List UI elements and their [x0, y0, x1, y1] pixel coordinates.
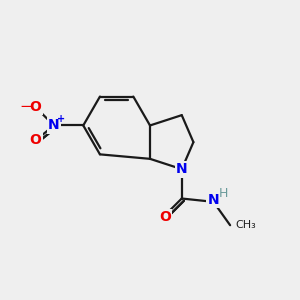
Text: O: O	[30, 134, 41, 148]
Text: −: −	[19, 99, 32, 114]
Text: N: N	[208, 193, 219, 207]
Text: O: O	[30, 100, 41, 114]
Text: N: N	[48, 118, 60, 133]
Text: H: H	[219, 188, 228, 200]
Text: CH₃: CH₃	[235, 220, 256, 230]
Text: +: +	[57, 114, 65, 124]
Text: N: N	[176, 162, 188, 176]
Text: O: O	[159, 210, 171, 224]
